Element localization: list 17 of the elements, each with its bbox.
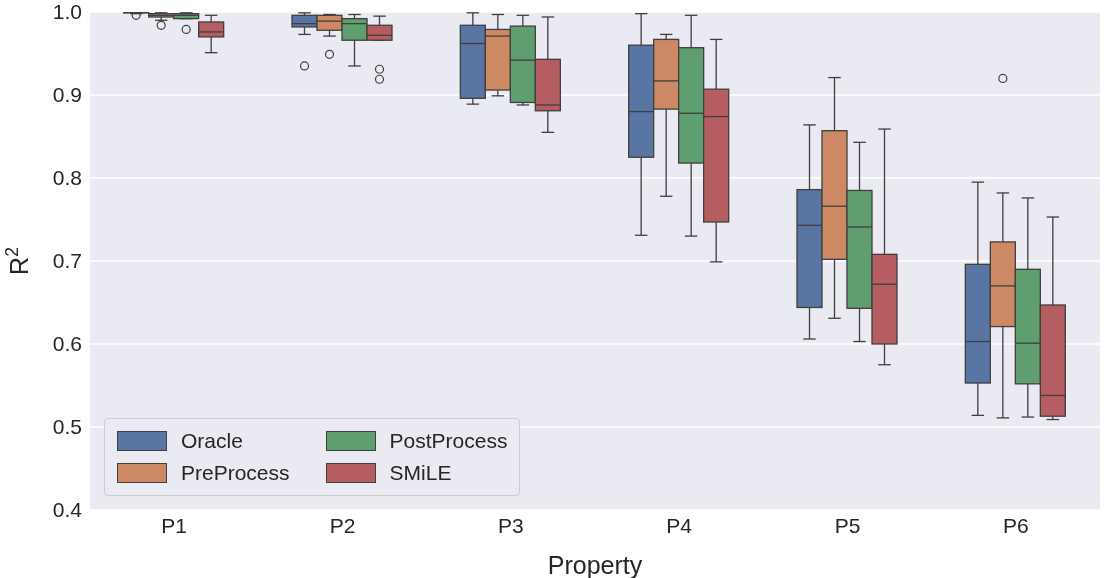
- x-tick-label: P1: [161, 513, 188, 537]
- x-tick-label: P2: [329, 513, 356, 537]
- y-tick-label: 0.4: [52, 498, 83, 522]
- y-tick-label: 0.8: [52, 166, 82, 190]
- y-tick-label: 0.6: [52, 332, 82, 356]
- x-tick-label: P4: [666, 513, 693, 537]
- y-tick-label: 1.0: [52, 0, 82, 24]
- x-tick-label: P3: [497, 513, 524, 537]
- legend-label: PreProcess: [181, 461, 290, 485]
- y-tick-label: 0.9: [52, 83, 82, 107]
- legend-label: SMiLE: [389, 461, 452, 485]
- legend-label: Oracle: [181, 429, 243, 453]
- y-tick-label: 0.7: [52, 249, 82, 273]
- legend-label: PostProcess: [389, 429, 508, 453]
- x-tick-label: P5: [834, 513, 861, 537]
- x-tick-label: P6: [1002, 513, 1029, 537]
- y-tick-label: 0.5: [52, 415, 82, 439]
